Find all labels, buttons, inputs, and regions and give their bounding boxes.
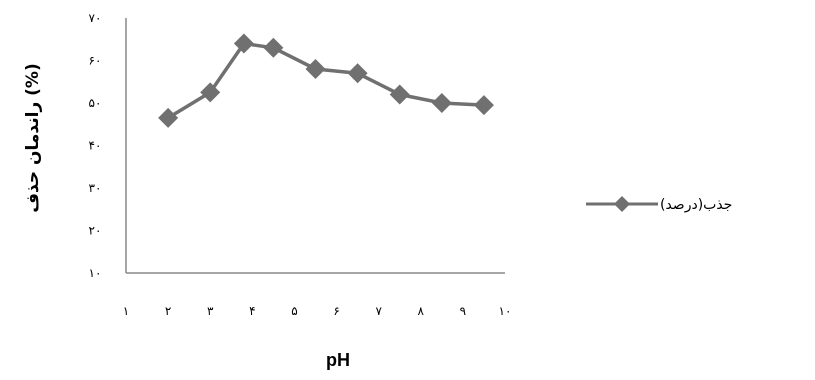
- series-group: [158, 33, 494, 128]
- y-tick-label: ۶۰: [89, 54, 102, 68]
- legend-label: جذب(درصد): [660, 197, 732, 213]
- x-tick-label: ۷: [375, 304, 382, 318]
- y-tick-label: ۵۰: [89, 96, 102, 110]
- x-tick-label: ۶: [333, 304, 339, 318]
- data-point: [200, 82, 221, 103]
- data-point: [158, 107, 179, 128]
- x-tick-label: ۱۰: [499, 304, 512, 318]
- y-tick-label: ۷۰: [89, 11, 102, 25]
- x-tick-label: ۱: [123, 304, 129, 318]
- data-point: [263, 37, 284, 58]
- data-point: [473, 95, 494, 116]
- x-tick-label: ۲: [165, 304, 171, 318]
- legend: جذب(درصد): [586, 196, 732, 213]
- y-tick-label: ۱۰: [89, 266, 102, 280]
- data-point: [389, 84, 410, 105]
- x-tick-label: ۸: [418, 304, 425, 318]
- data-point: [431, 93, 452, 113]
- x-tick-label: ۵: [291, 304, 297, 318]
- x-tick-label: ۳: [207, 304, 214, 318]
- data-point: [347, 63, 368, 84]
- y-tick-label: ۳۰: [89, 181, 102, 195]
- y-tick-labels: ۱۰ ۲۰ ۳۰ ۴۰ ۵۰ ۶۰ ۷۰: [89, 11, 102, 280]
- x-tick-label: ۹: [460, 304, 466, 318]
- y-axis-title: راندمان حذف (%): [23, 63, 43, 212]
- data-point: [233, 33, 254, 54]
- x-tick-labels: ۱ ۲ ۳ ۴ ۵ ۶ ۷ ۸ ۹ ۱۰: [123, 304, 512, 318]
- x-tick-label: ۴: [249, 304, 255, 318]
- y-tick-label: ۴۰: [89, 139, 102, 153]
- y-tick-label: ۲۰: [89, 224, 102, 238]
- x-axis-title: pH: [326, 350, 350, 370]
- data-point: [305, 59, 326, 79]
- legend-marker-diamond: [614, 196, 630, 212]
